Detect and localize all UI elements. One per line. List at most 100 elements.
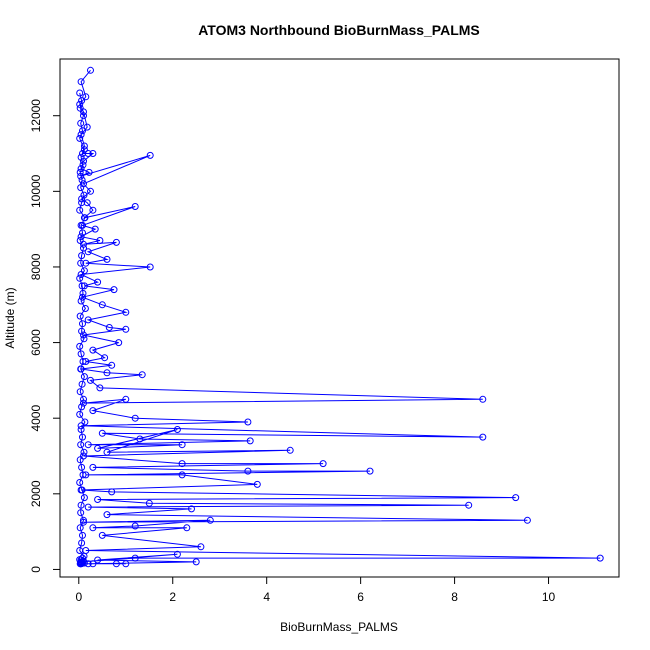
data-point — [89, 463, 97, 471]
data-point — [80, 395, 87, 403]
data-point — [76, 479, 84, 486]
x-tick-label: 2 — [169, 590, 176, 604]
data-point — [366, 467, 374, 475]
data-point — [77, 172, 85, 180]
data-point — [108, 361, 116, 369]
data-point — [244, 418, 252, 426]
data-point — [80, 335, 88, 343]
data-point — [78, 380, 86, 388]
data-point — [81, 418, 89, 426]
data-point — [82, 471, 90, 479]
data-point — [82, 93, 90, 101]
data-point — [81, 305, 89, 312]
data-point — [79, 229, 86, 237]
y-tick-label: 12000 — [29, 99, 43, 133]
data-point — [192, 558, 200, 566]
data-point — [77, 441, 85, 449]
data-point — [79, 320, 86, 328]
data-point — [80, 112, 87, 120]
data-point — [103, 511, 111, 519]
data-point — [108, 488, 116, 496]
data-point — [94, 444, 102, 452]
data-point — [80, 191, 88, 199]
data-point — [78, 252, 86, 260]
data-point — [80, 494, 88, 502]
data-point — [81, 214, 89, 222]
data-point — [103, 448, 111, 456]
data-point — [89, 407, 97, 415]
data-point — [79, 293, 86, 301]
data-point — [78, 195, 86, 203]
data-point — [78, 199, 86, 207]
data-point — [103, 255, 111, 263]
data-point — [80, 373, 88, 381]
data-point — [136, 435, 144, 443]
data-point — [286, 446, 294, 454]
data-point — [479, 433, 487, 441]
data-point — [79, 358, 87, 365]
data-point — [76, 410, 84, 418]
data-point — [145, 499, 153, 507]
data-point — [78, 403, 86, 411]
data-point — [479, 395, 487, 403]
data-point — [105, 324, 113, 331]
data-point — [77, 350, 85, 358]
data-point — [98, 531, 106, 539]
data-point — [80, 516, 87, 524]
data-point — [77, 184, 85, 192]
data-point — [178, 441, 186, 449]
data-point — [78, 327, 86, 335]
y-tick-label: 0 — [29, 566, 43, 573]
x-tick-label: 0 — [75, 590, 82, 604]
data-point — [146, 151, 154, 159]
data-point — [76, 547, 84, 554]
data-point — [79, 433, 86, 441]
data-point — [85, 168, 93, 176]
data-point — [78, 176, 86, 184]
data-point — [77, 365, 85, 373]
data-point — [77, 560, 85, 568]
data-point — [78, 463, 86, 471]
data-point — [89, 560, 97, 568]
data-point — [84, 248, 92, 256]
data-point — [76, 388, 84, 396]
data-point — [82, 259, 90, 267]
data-point — [76, 456, 84, 464]
data-point — [122, 308, 130, 316]
y-tick-label: 4000 — [29, 405, 43, 432]
data-point — [131, 522, 139, 530]
data-point — [80, 146, 88, 154]
data-point — [77, 119, 85, 127]
data-point — [91, 225, 99, 233]
data-point — [80, 267, 88, 275]
data-point — [178, 471, 186, 479]
x-tick-label: 6 — [357, 590, 364, 604]
data-point — [76, 274, 84, 282]
data-point — [76, 524, 84, 532]
data-point — [98, 429, 106, 437]
data-point — [80, 282, 88, 290]
data-point — [96, 384, 104, 392]
y-tick-label: 2000 — [29, 480, 43, 507]
data-point — [76, 89, 84, 97]
data-point — [78, 486, 86, 494]
data-point — [122, 325, 130, 333]
data-point — [178, 460, 186, 468]
data-point — [78, 539, 86, 547]
x-axis-title: BioBurnMass_PALMS — [280, 620, 398, 634]
data-point — [77, 259, 85, 267]
data-point — [173, 426, 181, 433]
data-point — [183, 524, 191, 532]
data-point — [80, 142, 88, 150]
data-point — [83, 123, 91, 131]
data-point — [122, 560, 130, 568]
data-point — [89, 206, 97, 214]
data-point — [76, 100, 84, 108]
data-point — [82, 358, 90, 365]
data-point — [112, 238, 120, 246]
data-point — [76, 134, 84, 142]
data-point — [80, 244, 87, 252]
data-point — [76, 342, 84, 350]
data-point — [253, 480, 261, 488]
